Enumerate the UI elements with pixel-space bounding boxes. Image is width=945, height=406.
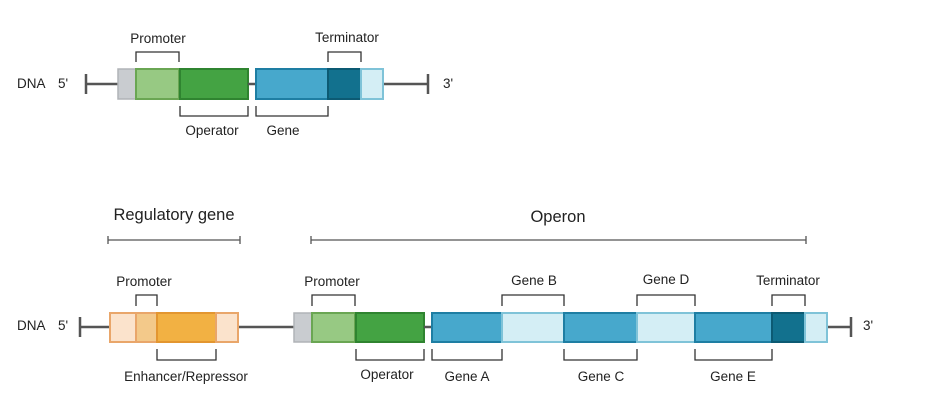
operon-spacer-region bbox=[293, 312, 313, 343]
gene-b-label: Gene B bbox=[511, 273, 557, 288]
regulatory-right-region bbox=[215, 312, 239, 343]
top-dna-label: DNA bbox=[17, 76, 46, 91]
bottom-three-prime-label: 3' bbox=[863, 318, 874, 333]
gene-a-label: Gene A bbox=[444, 369, 490, 384]
bottom-dna-label: DNA bbox=[17, 318, 46, 333]
operon-promoter-label: Promoter bbox=[304, 274, 360, 289]
top-terminator-region bbox=[327, 68, 362, 100]
bottom-brackets bbox=[135, 294, 806, 361]
operon-terminator-label: Terminator bbox=[756, 273, 820, 288]
top-five-prime-label: 5' bbox=[58, 76, 69, 91]
gene-a-region bbox=[431, 312, 503, 343]
top-operator-label: Operator bbox=[185, 123, 239, 138]
enhancer-repressor-region bbox=[156, 312, 217, 343]
operon-noncoding-region bbox=[804, 312, 828, 343]
top-dna-strand bbox=[84, 74, 430, 94]
top-terminator-label: Terminator bbox=[315, 30, 379, 45]
gene-e-region bbox=[694, 312, 773, 343]
gene-c-region bbox=[563, 312, 638, 343]
regulatory-left-region bbox=[109, 312, 137, 343]
top-noncoding-region bbox=[360, 68, 384, 100]
regulatory-gene-title: Regulatory gene bbox=[113, 206, 235, 224]
regulatory-promoter-label: Promoter bbox=[116, 274, 172, 289]
gene-c-label: Gene C bbox=[577, 369, 625, 384]
operon-terminator-region bbox=[771, 312, 806, 343]
gene-d-label: Gene D bbox=[642, 272, 690, 287]
operon-operator-region bbox=[355, 312, 425, 343]
top-three-prime-label: 3' bbox=[443, 76, 454, 91]
bottom-five-prime-label: 5' bbox=[58, 318, 69, 333]
top-promoter-label: Promoter bbox=[130, 31, 186, 46]
top-spacer-region bbox=[117, 68, 137, 100]
bottom-span-brackets bbox=[107, 236, 807, 244]
top-promoter-region bbox=[135, 68, 180, 100]
operon-promoter-region bbox=[311, 312, 356, 343]
gene-e-label: Gene E bbox=[710, 369, 756, 384]
regulatory-promoter-region bbox=[135, 312, 158, 343]
enhancer-repressor-label: Enhancer/Repressor bbox=[124, 369, 248, 384]
bottom-dna-strand bbox=[78, 317, 853, 337]
gene-b-region bbox=[501, 312, 565, 343]
operon-title: Operon bbox=[530, 208, 586, 226]
gene-d-region bbox=[636, 312, 696, 343]
top-gene-region bbox=[255, 68, 329, 100]
top-brackets bbox=[135, 51, 362, 117]
operon-operator-label: Operator bbox=[360, 367, 414, 382]
top-gene-label: Gene bbox=[266, 123, 300, 138]
top-operator-region bbox=[179, 68, 249, 100]
